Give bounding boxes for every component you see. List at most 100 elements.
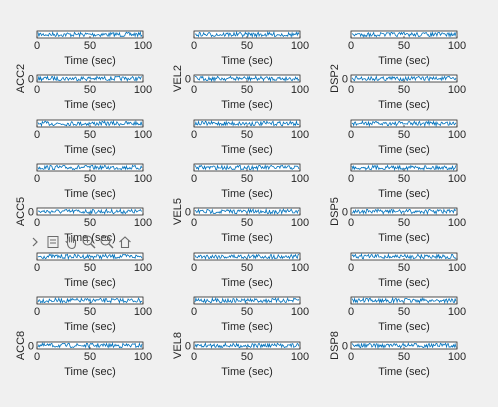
series-line [37,119,143,128]
x-tick-label: 50 [84,262,96,274]
x-tick-label: 0 [348,40,354,52]
subplot-axes [36,30,144,39]
x-tick-label: 100 [134,351,152,363]
x-tick-label: 50 [241,351,253,363]
series-line [37,253,143,261]
x-tick-label: 0 [348,262,354,274]
restore-view-icon[interactable] [116,233,133,251]
x-tick-label: 50 [241,217,253,229]
y-tick-label: 0 [185,341,191,353]
x-tick-label: 100 [134,40,152,52]
series-line [351,252,457,260]
subplot-axes [193,163,301,172]
x-tick-label: 0 [191,40,197,52]
x-axis-label: Time (sec) [221,144,273,156]
subplot-axes [36,119,144,128]
x-tick-label: 0 [191,262,197,274]
x-axis-label: Time (sec) [378,99,430,111]
x-tick-label: 100 [134,173,152,185]
axes-toolbar [26,232,133,252]
x-tick-label: 50 [84,84,96,96]
subplot-axes [350,207,458,216]
x-tick-label: 0 [348,129,354,141]
y-axis-label: ACC2 [15,64,27,93]
x-tick-label: 50 [241,306,253,318]
x-tick-label: 100 [448,40,466,52]
x-tick-label: 100 [291,262,309,274]
series-line [37,341,143,349]
series-line [37,75,143,82]
x-tick-label: 50 [84,129,96,141]
series-line [351,342,457,350]
series-line [351,119,457,128]
x-tick-label: 100 [448,129,466,141]
series-line [194,341,300,349]
x-axis-label: Time (sec) [378,232,430,244]
x-tick-label: 0 [191,217,197,229]
x-tick-label: 50 [398,306,410,318]
subplot-axes [350,163,458,172]
y-tick-label: 0 [185,207,191,219]
x-tick-label: 100 [134,262,152,274]
x-tick-label: 100 [291,129,309,141]
x-tick-label: 0 [191,351,197,363]
series-line [194,207,300,216]
x-tick-label: 0 [348,306,354,318]
x-tick-label: 100 [448,351,466,363]
x-tick-label: 100 [448,217,466,229]
x-tick-label: 0 [348,217,354,229]
y-axis-label: DSP5 [329,197,341,226]
x-axis-label: Time (sec) [378,55,430,67]
x-axis-label: Time (sec) [221,366,273,378]
x-tick-label: 100 [134,84,152,96]
x-tick-label: 100 [291,84,309,96]
y-tick-label: 0 [342,207,348,219]
x-tick-label: 100 [291,217,309,229]
x-tick-label: 50 [398,40,410,52]
series-line [37,30,143,38]
y-tick-label: 0 [342,341,348,353]
subplot-axes [36,207,144,216]
x-tick-label: 0 [191,173,197,185]
x-tick-label: 100 [291,173,309,185]
y-axis-label: ACC5 [15,197,27,226]
pan-icon[interactable] [62,233,79,251]
x-tick-label: 50 [84,40,96,52]
x-tick-label: 0 [348,84,354,96]
x-tick-label: 100 [134,217,152,229]
y-axis-label: DSP2 [329,64,341,93]
x-tick-label: 50 [398,84,410,96]
x-tick-label: 100 [134,129,152,141]
subplot-axes [193,119,301,128]
x-tick-label: 0 [34,40,40,52]
x-tick-label: 50 [84,217,96,229]
x-tick-label: 0 [348,351,354,363]
x-axis-label: Time (sec) [64,55,116,67]
x-axis-label: Time (sec) [221,55,273,67]
series-line [351,31,457,38]
series-line [194,164,300,172]
subplot-axes [193,207,301,216]
x-axis-label: Time (sec) [378,366,430,378]
x-tick-label: 50 [398,217,410,229]
x-axis-label: Time (sec) [64,99,116,111]
zoom-in-icon[interactable] [80,233,97,251]
subplot-axes [36,296,144,305]
x-tick-label: 100 [291,306,309,318]
subplot-axes [193,296,301,305]
more-icon[interactable] [26,233,43,251]
subplot-axes [36,252,144,261]
y-axis-label: VEL2 [172,65,184,92]
series-line [194,119,300,127]
subplot-axes [350,296,458,305]
subplot-axes [350,252,458,261]
zoom-out-icon[interactable] [98,233,115,251]
subplot-axes [36,163,144,172]
x-tick-label: 50 [84,306,96,318]
x-axis-label: Time (sec) [221,188,273,200]
subplot-axes [193,252,301,261]
subplot-axes [193,341,301,350]
data-tips-icon[interactable] [44,233,61,251]
x-axis-label: Time (sec) [378,144,430,156]
y-tick-label: 0 [185,74,191,86]
